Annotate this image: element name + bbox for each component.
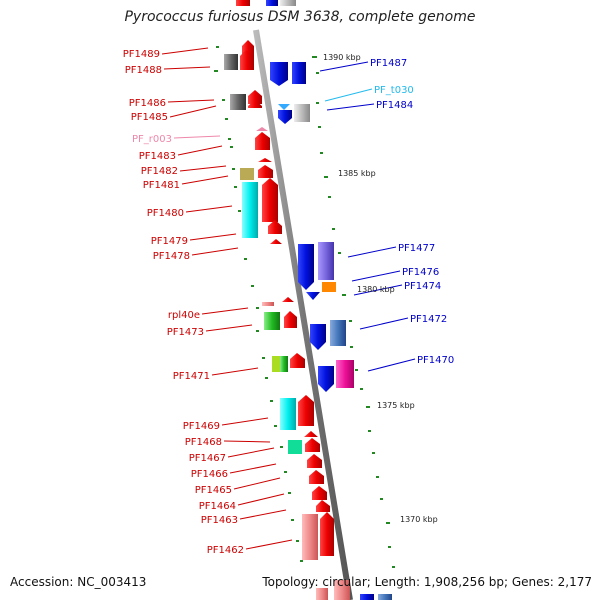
gene-label-pf1470: PF1470 xyxy=(417,355,454,366)
gene-label-pf1469: PF1469 xyxy=(183,421,220,432)
right-leader-lines xyxy=(319,61,416,372)
tick-marks xyxy=(214,46,395,568)
gene-label-pf1476: PF1476 xyxy=(402,267,439,278)
scale-mark-1385: 1385 kbp xyxy=(338,169,376,178)
gene-label-pf1465: PF1465 xyxy=(195,485,232,496)
gene-label-pf1489: PF1489 xyxy=(123,49,160,60)
gene-label-pf1464: PF1464 xyxy=(199,501,236,512)
gene-label-pf1484: PF1484 xyxy=(376,100,413,111)
scale-mark-1390: 1390 kbp xyxy=(323,53,361,62)
gene-label-pf1477: PF1477 xyxy=(398,243,435,254)
gene-label-pf1480: PF1480 xyxy=(147,208,184,219)
scale-mark-1380: 1380 kbp xyxy=(357,285,395,294)
gene-label-pf1466: PF1466 xyxy=(191,469,228,480)
gene-label-pf1473: PF1473 xyxy=(167,327,204,338)
accession-text: Accession: NC_003413 xyxy=(10,575,147,589)
gene-label-pf1485: PF1485 xyxy=(131,112,168,123)
gene-label-pf1474: PF1474 xyxy=(404,281,441,292)
gene-label-pf1488: PF1488 xyxy=(125,65,162,76)
gene-label-pf1478: PF1478 xyxy=(153,251,190,262)
scale-mark-1375: 1375 kbp xyxy=(377,401,415,410)
genome-title: Pyrococcus furiosus DSM 3638, complete g… xyxy=(124,9,476,25)
right-gene-labels: PF1487 PF_t030 PF1484 PF1477 PF1476 PF14… xyxy=(370,58,454,366)
gene-label-pf1483: PF1483 xyxy=(139,151,176,162)
gene-label-pf1481: PF1481 xyxy=(143,180,180,191)
gene-label-pf1467: PF1467 xyxy=(189,453,226,464)
left-leader-lines xyxy=(161,47,293,550)
gene-label-pf1482: PF1482 xyxy=(141,166,178,177)
gene-label-pf1487: PF1487 xyxy=(370,58,407,69)
gene-label-pf1462: PF1462 xyxy=(207,545,244,556)
gene-label-pf1463: PF1463 xyxy=(201,515,238,526)
forward-genes xyxy=(224,0,350,600)
genome-stats-text: Topology: circular; Length: 1,908,256 bp… xyxy=(262,575,592,589)
left-gene-labels: PF1489 PF1488 PF1486 PF1485 PF_r003 PF14… xyxy=(123,49,244,556)
gene-label-pf1479: PF1479 xyxy=(151,236,188,247)
gene-label-pf1468: PF1468 xyxy=(185,437,222,448)
gene-label-pf1471: PF1471 xyxy=(173,371,210,382)
genome-backbone xyxy=(253,29,353,600)
gene-label-pf1486: PF1486 xyxy=(129,98,166,109)
scale-mark-1370: 1370 kbp xyxy=(400,515,438,524)
gene-label-pf1472: PF1472 xyxy=(410,314,447,325)
gene-label-pf-r003: PF_r003 xyxy=(132,134,172,145)
reverse-genes xyxy=(266,0,392,600)
gene-label-pf-t030: PF_t030 xyxy=(374,85,414,96)
gene-label-rpl40e: rpl40e xyxy=(168,310,200,321)
